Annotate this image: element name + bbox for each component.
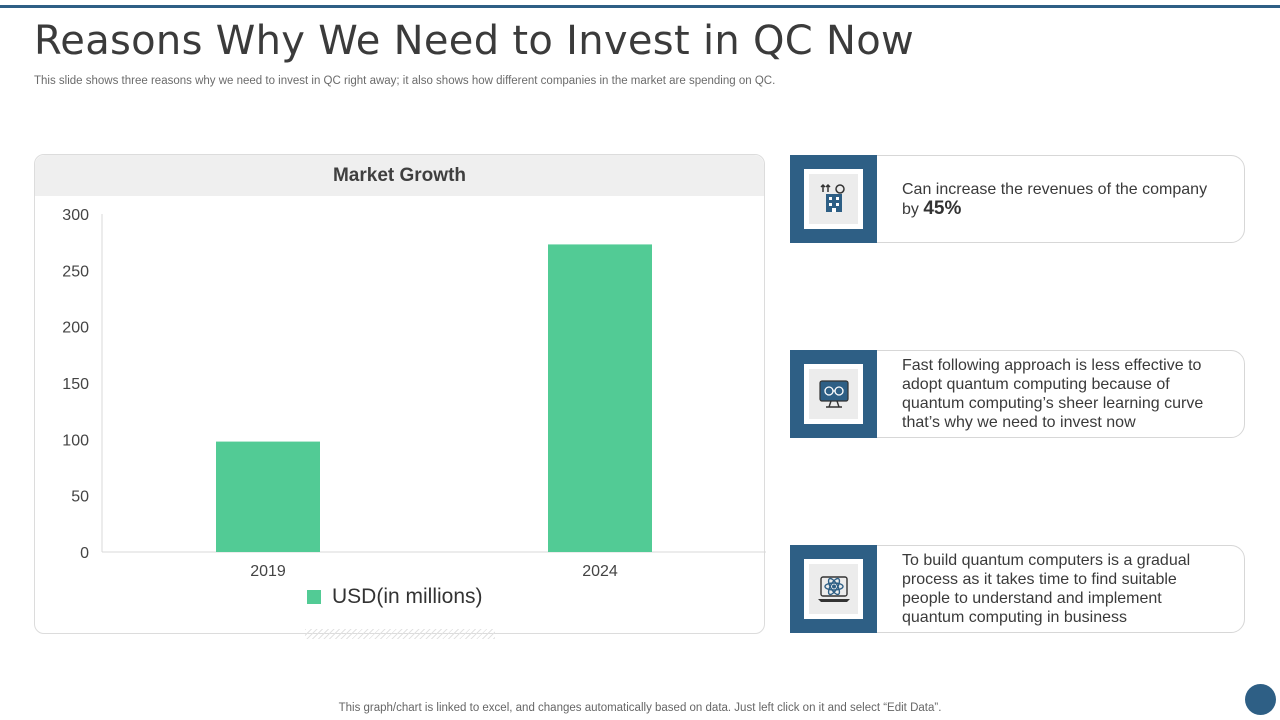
corner-decoration-dot [1245, 684, 1276, 715]
y-tick-label: 50 [71, 489, 89, 506]
y-tick-label: 0 [80, 545, 89, 562]
bar-2024 [548, 244, 652, 553]
slide-title: Reasons Why We Need to Invest in QC Now [34, 18, 915, 64]
atom-laptop-icon [809, 564, 858, 614]
revenue-building-icon [809, 174, 858, 224]
reason-card-gradual-build: To build quantum computers is a gradual … [790, 545, 1245, 633]
reason-icon-box [790, 545, 877, 633]
y-tick-label: 100 [62, 432, 89, 449]
reason-text-body: Fast following approach is less effectiv… [902, 357, 1204, 431]
footer-note: This graph/chart is linked to excel, and… [338, 702, 942, 714]
reason-icon-box [790, 350, 877, 438]
x-tick-label: 2019 [250, 563, 286, 580]
y-tick-label: 300 [62, 207, 89, 224]
legend-label: USD(in millions) [332, 585, 483, 608]
reason-icon-box [790, 155, 877, 243]
y-tick-label: 200 [62, 320, 89, 337]
reason-card-revenue: Can increase the revenues of the company… [790, 155, 1245, 243]
quantum-computer-monitor-icon [809, 369, 858, 419]
decorative-hatch [305, 629, 495, 639]
top-accent-rule [0, 5, 1280, 8]
reason-card-fast-following: Fast following approach is less effectiv… [790, 350, 1245, 438]
x-tick-label: 2024 [582, 563, 618, 580]
reason-text-body: To build quantum computers is a gradual … [902, 552, 1191, 626]
bar-2019 [216, 441, 320, 552]
chart-legend: USD(in millions) [307, 585, 483, 609]
chart-title: Market Growth [35, 155, 764, 196]
reason-text: Can increase the revenues of the company… [902, 155, 1222, 243]
market-growth-bar-chart[interactable]: 0 50 100 150 200 250 300 2019 2024 [35, 155, 766, 635]
market-growth-chart-card[interactable]: Market Growth 0 50 100 150 200 250 300 2019 2024… [34, 154, 766, 639]
legend-swatch [307, 590, 321, 604]
reason-text: To build quantum computers is a gradual … [902, 545, 1222, 633]
reason-highlight-value: 45% [923, 197, 962, 219]
y-tick-label: 150 [62, 376, 89, 393]
slide-subtitle: This slide shows three reasons why we ne… [34, 75, 776, 87]
reason-text: Fast following approach is less effectiv… [902, 350, 1222, 438]
y-tick-label: 250 [62, 263, 89, 280]
reason-text-body: Can increase the revenues of the company… [902, 180, 1208, 218]
